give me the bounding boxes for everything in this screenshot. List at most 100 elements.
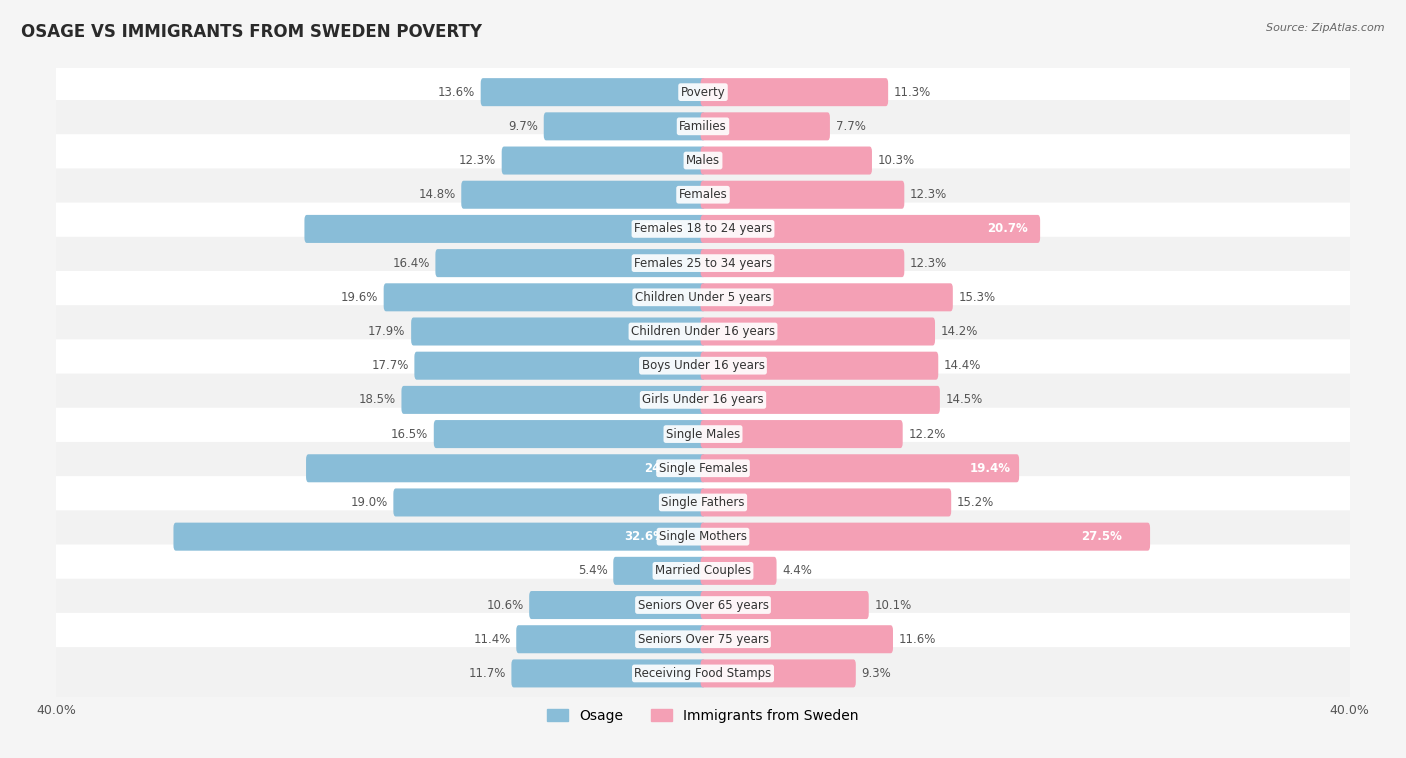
FancyBboxPatch shape [394,488,706,516]
Text: Seniors Over 65 years: Seniors Over 65 years [637,599,769,612]
Text: 11.4%: 11.4% [474,633,510,646]
FancyBboxPatch shape [52,374,1354,426]
Text: 27.5%: 27.5% [1081,530,1122,543]
Text: 16.5%: 16.5% [391,428,429,440]
FancyBboxPatch shape [52,305,1354,358]
Text: 12.3%: 12.3% [910,188,948,201]
FancyBboxPatch shape [52,510,1354,563]
FancyBboxPatch shape [52,476,1354,529]
FancyBboxPatch shape [173,522,706,550]
Text: 12.3%: 12.3% [910,257,948,270]
FancyBboxPatch shape [700,180,904,208]
Text: 11.7%: 11.7% [468,667,506,680]
Text: 12.3%: 12.3% [458,154,496,167]
Text: 11.6%: 11.6% [898,633,936,646]
Text: 10.1%: 10.1% [875,599,911,612]
Text: Receiving Food Stamps: Receiving Food Stamps [634,667,772,680]
Text: Females 25 to 34 years: Females 25 to 34 years [634,257,772,270]
Text: Married Couples: Married Couples [655,565,751,578]
Text: 10.3%: 10.3% [877,154,915,167]
FancyBboxPatch shape [529,591,706,619]
Legend: Osage, Immigrants from Sweden: Osage, Immigrants from Sweden [541,703,865,728]
FancyBboxPatch shape [700,318,935,346]
Text: 13.6%: 13.6% [437,86,475,99]
Text: 5.4%: 5.4% [578,565,607,578]
Text: 12.2%: 12.2% [908,428,946,440]
Text: Females: Females [679,188,727,201]
FancyBboxPatch shape [700,112,830,140]
Text: Poverty: Poverty [681,86,725,99]
FancyBboxPatch shape [411,318,706,346]
FancyBboxPatch shape [434,420,706,448]
Text: 20.7%: 20.7% [987,222,1028,236]
FancyBboxPatch shape [700,78,889,106]
Text: 16.4%: 16.4% [392,257,430,270]
FancyBboxPatch shape [52,236,1354,290]
FancyBboxPatch shape [700,557,776,585]
FancyBboxPatch shape [307,454,706,482]
Text: Single Fathers: Single Fathers [661,496,745,509]
Text: 15.3%: 15.3% [959,291,995,304]
Text: 24.4%: 24.4% [644,462,685,475]
Text: 18.5%: 18.5% [359,393,396,406]
Text: Females 18 to 24 years: Females 18 to 24 years [634,222,772,236]
FancyBboxPatch shape [52,442,1354,495]
FancyBboxPatch shape [613,557,706,585]
FancyBboxPatch shape [52,340,1354,392]
Text: 24.5%: 24.5% [644,222,685,236]
Text: 17.9%: 17.9% [368,325,405,338]
FancyBboxPatch shape [52,168,1354,221]
FancyBboxPatch shape [700,352,938,380]
Text: 10.6%: 10.6% [486,599,523,612]
FancyBboxPatch shape [700,146,872,174]
FancyBboxPatch shape [52,134,1354,187]
FancyBboxPatch shape [700,659,856,688]
Text: Source: ZipAtlas.com: Source: ZipAtlas.com [1267,23,1385,33]
FancyBboxPatch shape [52,202,1354,255]
FancyBboxPatch shape [512,659,706,688]
Text: 11.3%: 11.3% [894,86,931,99]
FancyBboxPatch shape [52,647,1354,700]
FancyBboxPatch shape [52,578,1354,631]
Text: Single Males: Single Males [666,428,740,440]
Text: 15.2%: 15.2% [957,496,994,509]
Text: 32.6%: 32.6% [624,530,665,543]
Text: 9.7%: 9.7% [508,120,538,133]
Text: Seniors Over 75 years: Seniors Over 75 years [637,633,769,646]
Text: 7.7%: 7.7% [835,120,866,133]
Text: 14.5%: 14.5% [945,393,983,406]
FancyBboxPatch shape [700,215,1040,243]
FancyBboxPatch shape [700,283,953,312]
FancyBboxPatch shape [516,625,706,653]
Text: OSAGE VS IMMIGRANTS FROM SWEDEN POVERTY: OSAGE VS IMMIGRANTS FROM SWEDEN POVERTY [21,23,482,41]
Text: Boys Under 16 years: Boys Under 16 years [641,359,765,372]
FancyBboxPatch shape [700,591,869,619]
FancyBboxPatch shape [700,522,1150,550]
FancyBboxPatch shape [52,271,1354,324]
Text: 14.4%: 14.4% [943,359,981,372]
Text: 19.0%: 19.0% [350,496,388,509]
FancyBboxPatch shape [481,78,706,106]
FancyBboxPatch shape [52,544,1354,597]
FancyBboxPatch shape [700,625,893,653]
Text: Children Under 5 years: Children Under 5 years [634,291,772,304]
FancyBboxPatch shape [700,454,1019,482]
FancyBboxPatch shape [700,249,904,277]
Text: Families: Families [679,120,727,133]
FancyBboxPatch shape [502,146,706,174]
FancyBboxPatch shape [415,352,706,380]
FancyBboxPatch shape [700,420,903,448]
FancyBboxPatch shape [544,112,706,140]
Text: Single Mothers: Single Mothers [659,530,747,543]
FancyBboxPatch shape [384,283,706,312]
FancyBboxPatch shape [52,408,1354,460]
Text: 19.4%: 19.4% [970,462,1011,475]
FancyBboxPatch shape [436,249,706,277]
Text: 14.8%: 14.8% [419,188,456,201]
FancyBboxPatch shape [461,180,706,208]
Text: 4.4%: 4.4% [782,565,813,578]
Text: 17.7%: 17.7% [371,359,409,372]
FancyBboxPatch shape [52,613,1354,666]
FancyBboxPatch shape [402,386,706,414]
Text: 9.3%: 9.3% [862,667,891,680]
